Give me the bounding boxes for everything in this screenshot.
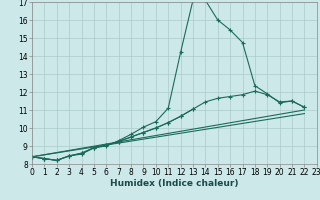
X-axis label: Humidex (Indice chaleur): Humidex (Indice chaleur) [110,179,239,188]
